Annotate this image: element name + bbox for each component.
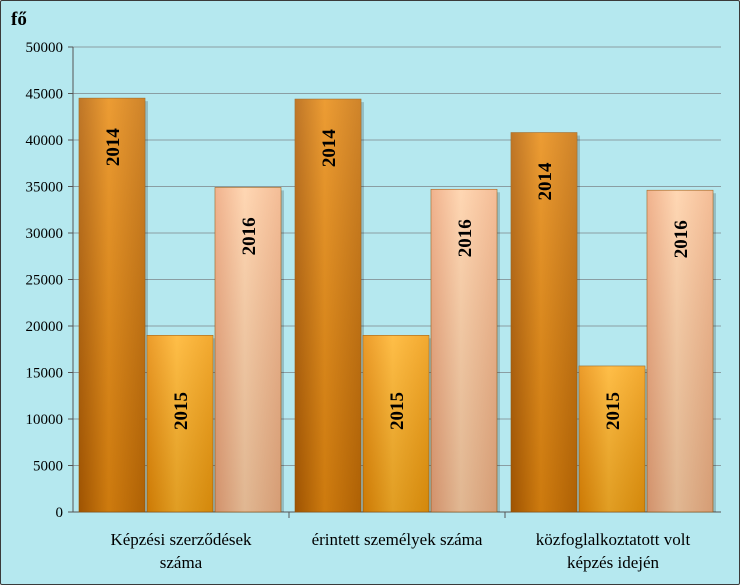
x-tick-label: közfoglalkoztatott volt <box>536 530 691 549</box>
x-tick-label: érintett személyek száma <box>312 530 483 549</box>
y-tick-label: 5000 <box>33 459 63 475</box>
bar-label: 2015 <box>171 392 192 430</box>
bar-shade <box>147 335 213 512</box>
y-tick-label: 45000 <box>26 87 64 103</box>
bar-shade <box>295 99 361 512</box>
y-tick-label: 20000 <box>26 319 64 335</box>
bar-shade <box>511 132 577 512</box>
y-tick-label: 30000 <box>26 226 64 242</box>
y-tick-label: 40000 <box>26 133 64 149</box>
y-tick-labels: 0 5000 10000 15000 20000 25000 30000 35000 40000… <box>26 40 64 521</box>
bar-shade <box>363 335 429 512</box>
x-tick-label: képzés idején <box>567 553 660 572</box>
y-tick-label: 35000 <box>26 180 64 196</box>
x-tick-labels: Képzési szerződések száma érintett személy… <box>110 530 690 572</box>
bar-label: 2015 <box>387 392 408 430</box>
y-axis-title: fő <box>11 9 27 30</box>
y-tick-label: 15000 <box>26 366 64 382</box>
bar-shade <box>431 189 497 513</box>
bar-shade <box>579 365 645 512</box>
bar-label: 2014 <box>103 128 124 166</box>
bar-label: 2016 <box>671 220 692 258</box>
y-tick-label: 10000 <box>26 412 64 428</box>
y-tick-label: 50000 <box>26 40 64 56</box>
bar-shade <box>215 187 281 512</box>
bar-label: 2015 <box>603 392 624 430</box>
bar-shade <box>647 190 713 512</box>
y-tick-label: 0 <box>56 505 64 521</box>
bars: 2014 2015 2016 2014 2015 2016 2014 2015 2016 <box>78 97 716 513</box>
bar-label: 2014 <box>319 129 340 168</box>
bar-label: 2016 <box>239 217 260 255</box>
bar-label: 2016 <box>455 219 476 257</box>
y-tick-label: 25000 <box>26 273 64 289</box>
x-tick-label: száma <box>160 553 203 572</box>
bar-label: 2014 <box>535 162 556 201</box>
x-tick-label: Képzési szerződések <box>110 530 252 549</box>
bar-shade <box>79 98 145 513</box>
